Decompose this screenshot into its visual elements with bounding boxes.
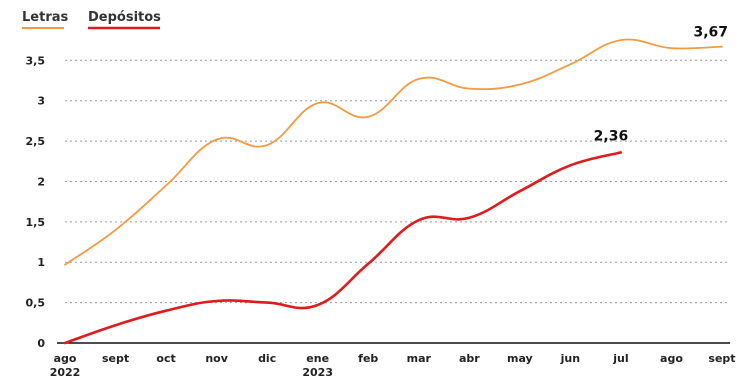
x-tick-label: mar <box>407 352 432 365</box>
series-line-letras <box>64 38 723 266</box>
grid <box>65 59 728 304</box>
x-tick-label: abr <box>459 352 480 365</box>
series: 3,67 2,36 <box>63 25 728 345</box>
y-tick-label: 3,5 <box>26 54 46 67</box>
y-tick-label: 2,5 <box>26 135 46 148</box>
x-tick-label: sept <box>708 352 735 365</box>
y-tick-label: 0,5 <box>26 297 46 310</box>
x-tick-label: feb <box>358 352 378 365</box>
y-tick-label: 0 <box>37 337 45 350</box>
y-tick-label: 2 <box>37 175 45 188</box>
x-tick-label: sept <box>102 352 129 365</box>
y-tick-label: 1,5 <box>26 216 46 229</box>
series-line-depositos <box>63 151 623 345</box>
x-year-label: 2023 <box>302 366 333 379</box>
x-tick-label: ene <box>306 352 329 365</box>
x-tick-label: may <box>507 352 533 365</box>
legend-item-depositos: Depósitos <box>88 10 161 25</box>
end-value-label-depositos: 2,36 <box>594 128 629 144</box>
x-tick-label: ago <box>54 352 77 365</box>
x-axis-tick-labels: ago sept oct nov dic ene feb mar abr may jun jul ago… <box>50 352 736 379</box>
legend: Letras Depósitos <box>22 10 161 30</box>
x-tick-label: oct <box>156 352 175 365</box>
x-year-label: 2022 <box>50 366 81 379</box>
x-tick-label: jul <box>612 352 628 365</box>
x-tick-label: jun <box>560 352 580 365</box>
y-axis-tick-labels: 0 0,5 1 1,5 2 2,5 3 3,5 <box>26 54 46 350</box>
y-tick-label: 1 <box>37 256 45 269</box>
x-tick-label: nov <box>205 352 228 365</box>
x-tick-label: ago <box>660 352 683 365</box>
y-tick-label: 3 <box>37 95 45 108</box>
x-tick-label: dic <box>258 352 276 365</box>
legend-item-letras: Letras <box>22 10 68 25</box>
end-value-label-letras: 3,67 <box>693 25 728 41</box>
